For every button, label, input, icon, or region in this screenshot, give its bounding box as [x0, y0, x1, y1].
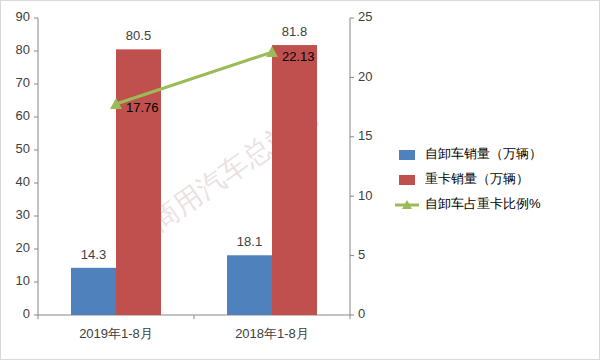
y-tick: [34, 183, 38, 184]
y-tick-label: 0: [23, 306, 30, 321]
bar: [71, 268, 116, 315]
y-axis-line: [38, 18, 39, 315]
y2-tick-label: 25: [358, 9, 372, 24]
data-label: 18.1: [237, 234, 262, 249]
y-tick-label: 10: [16, 273, 30, 288]
data-label: 81.8: [282, 24, 307, 39]
background: [0, 0, 600, 360]
y2-axis-line: [350, 18, 351, 315]
y-tick-label: 60: [16, 108, 30, 123]
y-tick: [34, 150, 38, 151]
legend-label: 重卡销量（万辆）: [425, 171, 529, 186]
y-tick-label: 80: [16, 42, 30, 57]
x-tick: [350, 315, 351, 319]
y-tick-label: 90: [16, 9, 30, 24]
legend-symbol: [399, 150, 415, 160]
y-tick-label: 20: [16, 240, 30, 255]
x-tick-label: 2019年1-8月: [79, 326, 153, 341]
data-label: 17.76: [126, 100, 159, 115]
legend: 自卸车销量（万辆） 重卡销量（万辆） 自卸车占重卡比例%: [395, 146, 542, 211]
line: [116, 52, 272, 104]
bar: [116, 49, 161, 315]
data-label: 14.3: [81, 247, 106, 262]
y2-tick: [350, 18, 354, 19]
y-tick-label: 30: [16, 207, 30, 222]
y2-tick-label: 15: [358, 128, 372, 143]
y2-tick: [350, 77, 354, 78]
y2-tick: [350, 136, 354, 137]
chart: 商用汽车总站网010203040506070809005101520252019…: [0, 0, 600, 360]
x-tick-label: 2018年1-8月: [235, 326, 309, 341]
data-label: 80.5: [126, 28, 151, 43]
y2-tick: [350, 255, 354, 256]
y-tick: [34, 51, 38, 52]
legend-symbol: [402, 200, 412, 209]
y-tick: [34, 216, 38, 217]
x-tick: [38, 315, 39, 319]
legend-label: 自卸车占重卡比例%: [425, 196, 541, 211]
marker: [266, 46, 278, 57]
plot-marks: [71, 45, 317, 315]
y-tick-label: 40: [16, 174, 30, 189]
x-tick: [194, 315, 195, 319]
y2-tick: [350, 196, 354, 197]
y2-tick: [350, 315, 354, 316]
y-tick: [34, 249, 38, 250]
marker: [110, 98, 122, 109]
y2-tick-label: 0: [358, 306, 365, 321]
legend-symbol: [399, 175, 415, 185]
bar: [227, 255, 272, 315]
y2-tick-label: 5: [358, 247, 365, 262]
y-tick-label: 70: [16, 75, 30, 90]
legend-label: 自卸车销量（万辆）: [425, 146, 542, 161]
y2-tick-label: 20: [358, 69, 372, 84]
y-tick: [34, 315, 38, 316]
y-tick: [34, 84, 38, 85]
chart-border: [1, 1, 600, 360]
y-tick: [34, 282, 38, 283]
bar: [272, 45, 317, 315]
y-tick: [34, 18, 38, 19]
y2-tick-label: 10: [358, 188, 372, 203]
y-tick: [34, 117, 38, 118]
data-labels: 14.3 18.1 80.5 81.8 17.76 22.13: [81, 24, 315, 262]
y-tick-label: 50: [16, 141, 30, 156]
data-label: 22.13: [282, 49, 315, 64]
